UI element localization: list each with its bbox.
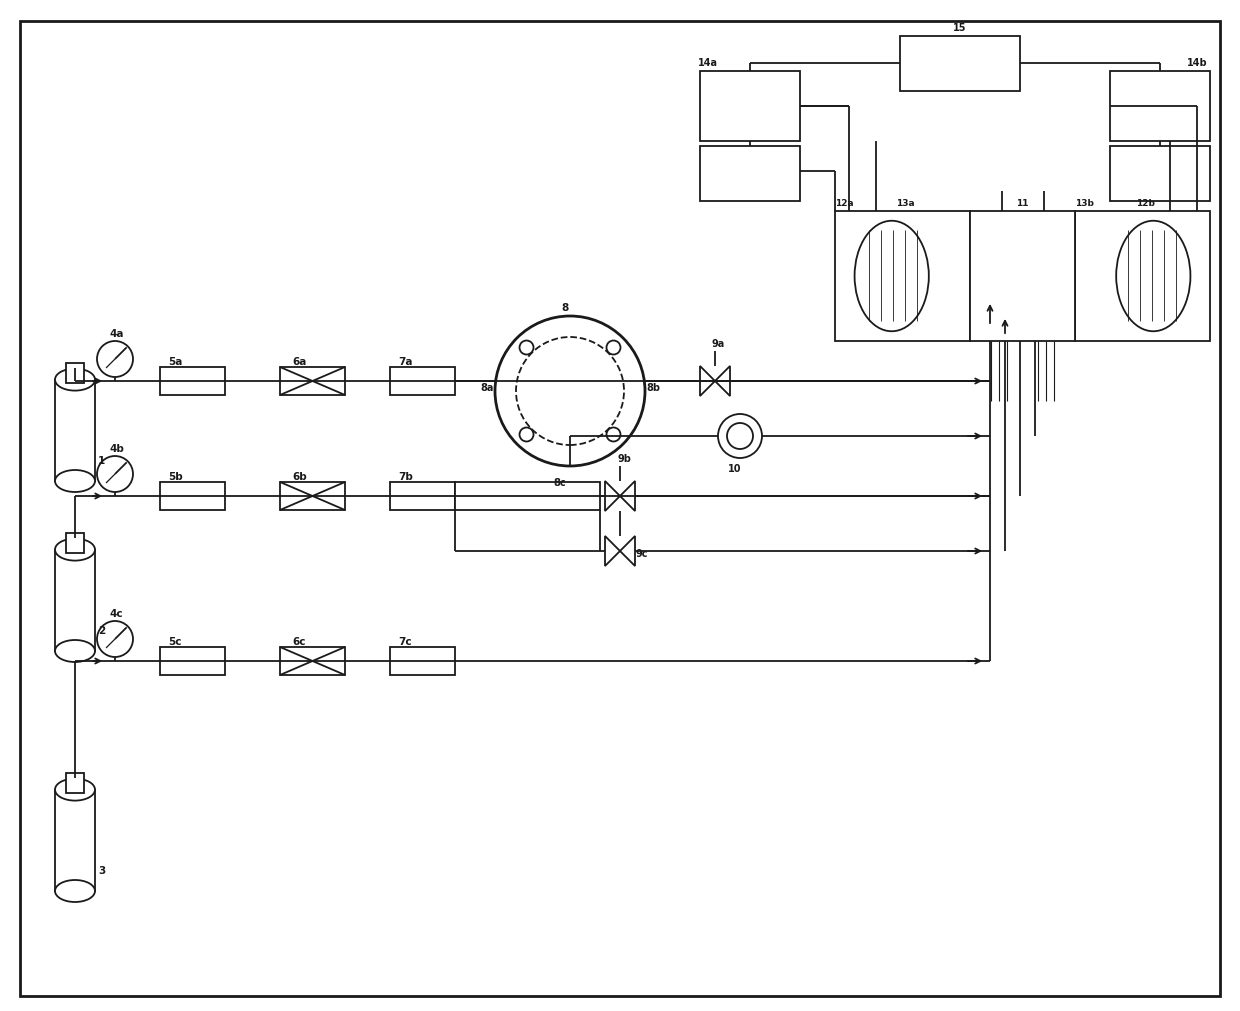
Text: 15: 15	[954, 23, 967, 33]
Bar	[970, 211, 1075, 341]
Text: 8c: 8c	[554, 478, 567, 488]
Bar	[835, 211, 970, 341]
Text: 5b: 5b	[167, 472, 182, 482]
Circle shape	[727, 423, 753, 449]
Text: 8: 8	[562, 303, 569, 313]
Ellipse shape	[55, 369, 95, 390]
Text: 13b: 13b	[1075, 199, 1094, 208]
Bar	[66, 533, 84, 553]
Bar	[66, 363, 84, 382]
Text: 4c: 4c	[110, 609, 124, 619]
Text: 9b: 9b	[618, 454, 631, 464]
Bar	[1110, 71, 1210, 141]
Text: 5c: 5c	[167, 637, 181, 647]
Bar	[280, 482, 345, 510]
Circle shape	[97, 456, 133, 492]
Circle shape	[97, 621, 133, 657]
Text: 8a: 8a	[481, 383, 494, 393]
Text: 14b: 14b	[1188, 58, 1208, 68]
Text: 6a: 6a	[291, 357, 306, 367]
Bar	[55, 790, 95, 891]
Bar	[391, 647, 455, 675]
Text: 10: 10	[728, 464, 742, 474]
Bar	[900, 36, 1021, 91]
Bar	[55, 379, 95, 481]
Circle shape	[520, 341, 533, 355]
Polygon shape	[620, 481, 635, 511]
Circle shape	[718, 413, 763, 458]
Text: 6c: 6c	[291, 637, 305, 647]
Text: 7c: 7c	[398, 637, 412, 647]
Bar	[280, 367, 345, 395]
Polygon shape	[605, 481, 620, 511]
Ellipse shape	[55, 880, 95, 902]
Bar	[55, 550, 95, 651]
Ellipse shape	[55, 640, 95, 662]
Circle shape	[606, 428, 620, 442]
Bar	[160, 482, 224, 510]
Polygon shape	[701, 366, 715, 396]
Text: 14a: 14a	[698, 58, 718, 68]
Bar	[1075, 211, 1210, 341]
Text: 7a: 7a	[398, 357, 413, 367]
Bar	[1110, 146, 1210, 201]
Text: 5a: 5a	[167, 357, 182, 367]
Ellipse shape	[55, 470, 95, 492]
Text: 11: 11	[1017, 199, 1029, 208]
Text: 12a: 12a	[835, 199, 853, 208]
Text: 4a: 4a	[110, 329, 124, 339]
Bar	[391, 482, 455, 510]
Text: 7b: 7b	[398, 472, 413, 482]
Text: 1: 1	[98, 456, 105, 466]
Bar	[701, 71, 800, 141]
Polygon shape	[605, 536, 620, 566]
Circle shape	[495, 316, 645, 466]
Circle shape	[606, 341, 620, 355]
Bar	[391, 367, 455, 395]
Bar	[160, 367, 224, 395]
Ellipse shape	[55, 778, 95, 801]
Text: 13a: 13a	[895, 199, 914, 208]
Text: 9c: 9c	[636, 549, 649, 559]
Bar	[66, 772, 84, 793]
Text: 3: 3	[98, 866, 105, 876]
Circle shape	[97, 341, 133, 377]
Bar	[160, 647, 224, 675]
Text: 2: 2	[98, 626, 105, 636]
Polygon shape	[620, 536, 635, 566]
Text: 6b: 6b	[291, 472, 306, 482]
Polygon shape	[715, 366, 730, 396]
Text: 8b: 8b	[646, 383, 660, 393]
Bar	[455, 482, 600, 510]
Circle shape	[520, 428, 533, 442]
Circle shape	[516, 337, 624, 445]
Bar	[701, 146, 800, 201]
Bar	[280, 647, 345, 675]
Text: 4b: 4b	[110, 444, 125, 454]
Text: 9a: 9a	[712, 339, 725, 349]
Text: 12b: 12b	[1136, 199, 1154, 208]
Ellipse shape	[55, 539, 95, 561]
